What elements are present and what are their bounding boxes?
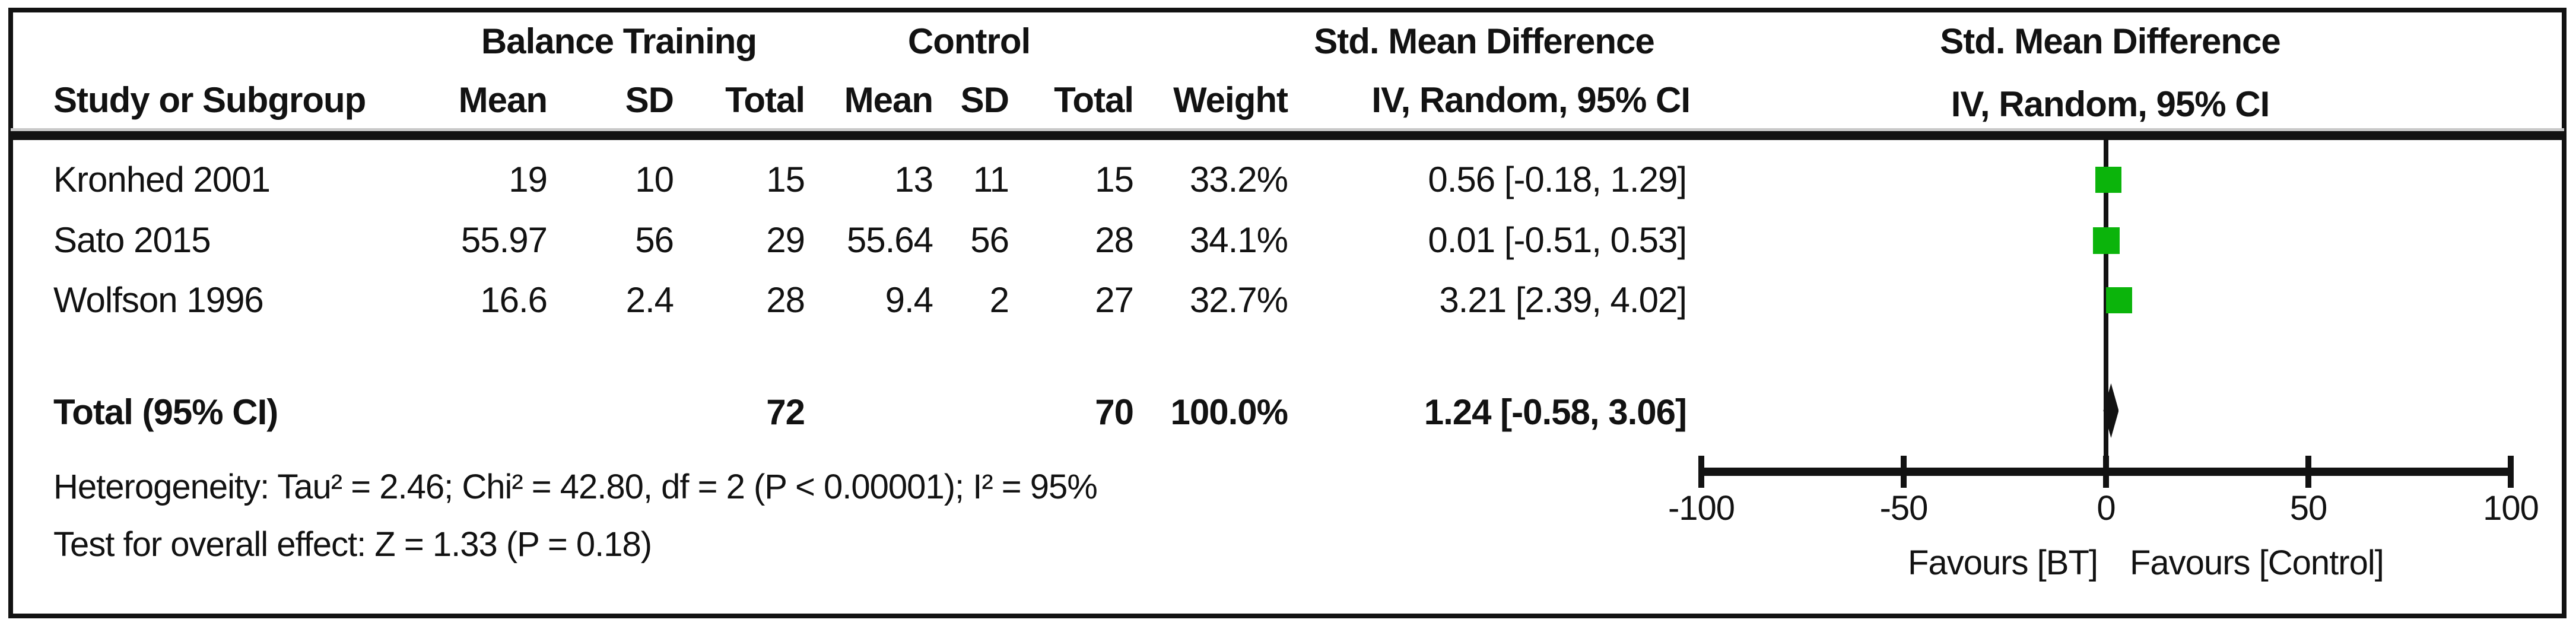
c-mean-value: 13: [894, 160, 933, 199]
axis-tick-label: 50: [2289, 489, 2328, 528]
header-divider-rule: [11, 128, 2564, 140]
study-marker: [2092, 227, 2120, 254]
axis-tick-label: 100: [2483, 489, 2539, 528]
bt-total-value: 29: [766, 220, 805, 260]
weight-value: 32.7%: [1189, 280, 1288, 320]
col-header-weight: Weight: [1173, 80, 1288, 120]
col-header-smd-ci: IV, Random, 95% CI: [1371, 80, 1691, 120]
col-header-study: Study or Subgroup: [53, 80, 366, 120]
weight-value: 33.2%: [1189, 160, 1288, 199]
bt-total-value: 28: [766, 280, 805, 320]
study-name: Sato 2015: [53, 220, 211, 260]
outer-border-frame: [8, 8, 2567, 618]
total-weight: 100.0%: [1170, 392, 1288, 432]
study-marker: [2105, 287, 2132, 313]
c-mean-value: 9.4: [885, 280, 933, 320]
bt-sd-value: 2.4: [625, 280, 674, 320]
c-total-value: 15: [1095, 160, 1134, 199]
total-c-total: 70: [1095, 392, 1134, 432]
smd-ci-value: 0.56 [-0.18, 1.29]: [1428, 160, 1687, 199]
study-marker: [2095, 167, 2121, 193]
heterogeneity-stats: Heterogeneity: Tau² = 2.46; Chi² = 42.80…: [53, 468, 1098, 506]
col-header-bt-sd: SD: [625, 80, 674, 120]
axis-tick-label: -100: [1667, 489, 1735, 528]
bt-total-value: 15: [766, 160, 805, 199]
smd-ci-value: 0.01 [-0.51, 0.53]: [1428, 220, 1687, 260]
c-mean-value: 55.64: [846, 220, 933, 260]
smd-ci-value: 3.21 [2.39, 4.02]: [1439, 280, 1687, 320]
table-row-kronhed: Kronhed 2001 19 10 15 13 11 15 33.2% 0.5…: [0, 153, 2576, 207]
axis-tick: [2103, 456, 2109, 488]
axis-tick: [1698, 456, 1704, 488]
column-header-row: Study or Subgroup Mean SD Total Mean SD …: [0, 74, 2576, 127]
table-row-sato: Sato 2015 55.97 56 29 55.64 56 28 34.1% …: [0, 214, 2576, 267]
col-header-bt-total: Total: [725, 80, 805, 120]
c-sd-value: 2: [989, 280, 1009, 320]
c-sd-value: 56: [970, 220, 1009, 260]
bt-mean-value: 55.97: [460, 220, 548, 260]
smd-text-column-header-line1: Std. Mean Difference: [1314, 21, 1654, 61]
c-total-value: 28: [1095, 220, 1134, 260]
total-label: Total (95% CI): [53, 392, 278, 432]
favours-left-label: Favours [BT]: [1908, 544, 2098, 582]
total-row: Total (95% CI) 72 70 100.0% 1.24 [-0.58,…: [0, 386, 2576, 439]
total-smd-ci: 1.24 [-0.58, 3.06]: [1424, 392, 1687, 432]
study-name: Kronhed 2001: [53, 160, 271, 199]
axis-tick: [1901, 456, 1907, 488]
group-header-balance-training: Balance Training: [481, 21, 757, 61]
bt-mean-value: 16.6: [480, 280, 548, 320]
bt-sd-value: 56: [635, 220, 674, 260]
study-name: Wolfson 1996: [53, 280, 264, 320]
axis-tick-label: -50: [1879, 489, 1929, 528]
col-header-c-total: Total: [1054, 80, 1134, 120]
table-row-wolfson: Wolfson 1996 16.6 2.4 28 9.4 2 27 32.7% …: [0, 274, 2576, 327]
zero-line: [2104, 140, 2108, 488]
axis-tick: [2305, 456, 2311, 488]
group-header-control: Control: [907, 21, 1031, 61]
c-total-value: 27: [1095, 280, 1134, 320]
axis-tick-label: 0: [2097, 489, 2116, 528]
bt-mean-value: 19: [509, 160, 548, 199]
overall-effect-stats: Test for overall effect: Z = 1.33 (P = 0…: [53, 525, 652, 564]
favours-right-label: Favours [Control]: [2130, 544, 2384, 582]
weight-value: 34.1%: [1189, 220, 1288, 260]
smd-plot-column-header-line1: Std. Mean Difference: [1940, 21, 2280, 61]
col-header-bt-mean: Mean: [458, 80, 548, 120]
bt-sd-value: 10: [635, 160, 674, 199]
smd-plot-column-header-line2: IV, Random, 95% CI: [1951, 84, 2270, 124]
axis-tick: [2508, 456, 2514, 488]
col-header-c-mean: Mean: [844, 80, 933, 120]
total-bt-total: 72: [766, 392, 805, 432]
col-header-c-sd: SD: [960, 80, 1009, 120]
c-sd-value: 11: [973, 160, 1009, 199]
